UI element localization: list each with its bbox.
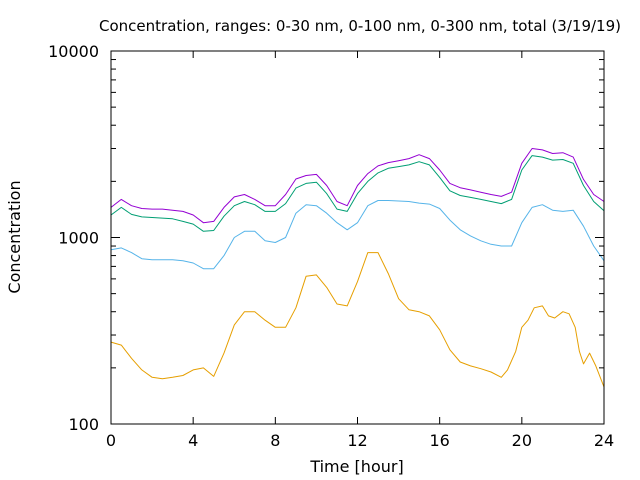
series-line-3 — [110, 155, 605, 232]
x-axis-label: Time [hour] — [309, 457, 403, 476]
x-tick-label: 4 — [188, 431, 198, 450]
x-tick-label: 20 — [512, 431, 532, 450]
x-tick-label: 12 — [347, 431, 367, 450]
y-tick-label: 10000 — [48, 42, 99, 61]
series-line-4 — [110, 148, 605, 224]
x-tick-label: 0 — [106, 431, 116, 450]
series-line-2 — [110, 200, 605, 270]
chart-title: Concentration, ranges: 0-30 nm, 0-100 nm… — [99, 17, 621, 35]
y-tick-label: 100 — [68, 415, 99, 434]
x-tick-label: 16 — [429, 431, 449, 450]
plot-frame — [110, 50, 605, 425]
x-tick-label: 8 — [270, 431, 280, 450]
x-tick-label: 24 — [594, 431, 614, 450]
y-tick-label: 1000 — [58, 229, 99, 248]
series-line-1 — [110, 252, 605, 388]
y-axis-label: Concentration — [5, 180, 24, 293]
